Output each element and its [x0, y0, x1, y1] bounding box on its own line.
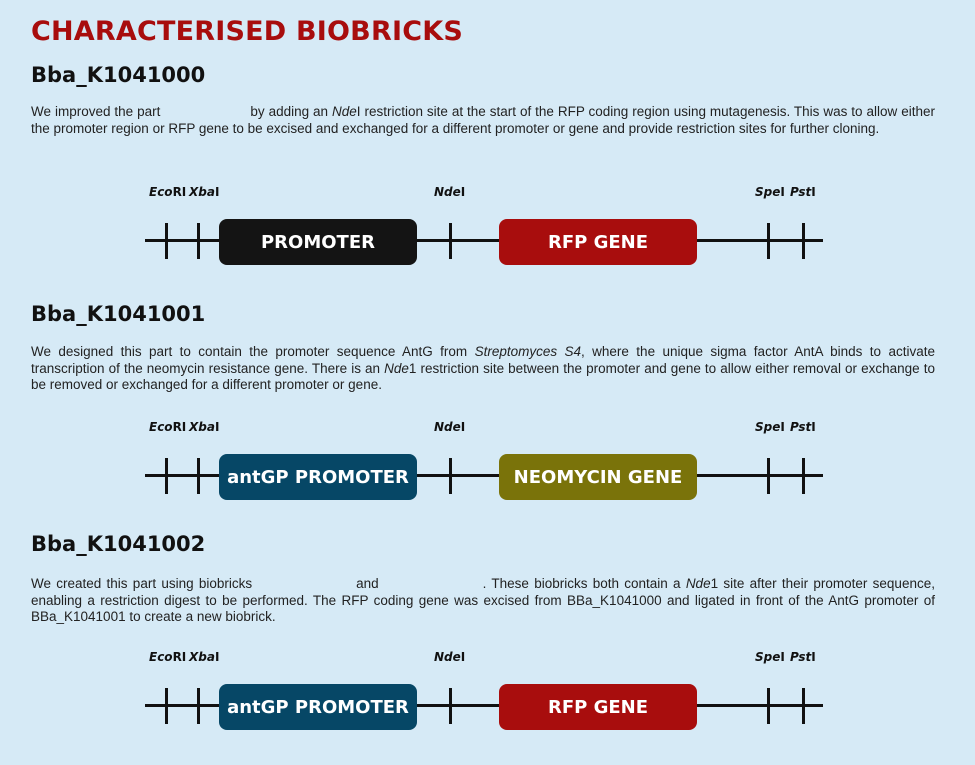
tick-ecori	[165, 688, 168, 724]
tick-spei	[767, 688, 770, 724]
desc-3-part-c: 1 site after their promoter sequence, en…	[31, 576, 935, 624]
page-title: CHARACTERISED BIOBRICKS	[31, 16, 463, 47]
desc-2-species: Streptomyces S4	[474, 344, 581, 359]
tick-psti	[802, 688, 805, 724]
site-label-ndei: NdeI	[434, 420, 466, 434]
site-label-ecori: EcoRI	[149, 650, 187, 664]
tick-xbai	[197, 223, 200, 259]
section-description-3: We created this part using biobricks and.…	[31, 576, 935, 626]
tick-xbai	[197, 458, 200, 494]
section-title-1: Bba_K1041000	[31, 63, 206, 87]
desc-2-nde: Nde	[384, 360, 409, 376]
tick-spei	[767, 223, 770, 259]
desc-3-part-a: We created this part using biobricks	[31, 576, 253, 591]
construct-diagram-3: EcoRI XbaI NdeI SpeI PstI antGP PROMOTER…	[140, 650, 830, 750]
site-label-psti: PstI	[790, 650, 816, 664]
tick-xbai	[197, 688, 200, 724]
site-label-xbai: XbaI	[189, 650, 220, 664]
promoter-box: antGP PROMOTER	[219, 454, 417, 500]
promoter-box: PROMOTER	[219, 219, 417, 265]
desc-3-and: and	[356, 576, 379, 591]
section-title-3: Bba_K1041002	[31, 532, 206, 556]
tick-ndei	[449, 223, 452, 259]
site-label-xbai: XbaI	[189, 185, 220, 199]
dna-backbone	[145, 474, 823, 477]
site-label-spei: SpeI	[755, 185, 785, 199]
tick-ndei	[449, 458, 452, 494]
desc-1-part-a: We improved the part	[31, 104, 161, 119]
tick-psti	[802, 458, 805, 494]
gene-box: RFP GENE	[499, 684, 697, 730]
desc-3-part-b: . These biobricks both contain a	[482, 576, 681, 591]
site-label-spei: SpeI	[755, 650, 785, 664]
site-label-ndei: NdeI	[434, 650, 466, 664]
desc-1-part-b: by adding an	[250, 104, 329, 119]
promoter-box: antGP PROMOTER	[219, 684, 417, 730]
section-description-2: We designed this part to contain the pro…	[31, 344, 935, 394]
construct-diagram-2: EcoRI XbaI NdeI SpeI PstI antGP PROMOTER…	[140, 420, 830, 520]
site-label-spei: SpeI	[755, 420, 785, 434]
desc-2-part-a: We designed this part to contain the pro…	[31, 344, 468, 359]
tick-spei	[767, 458, 770, 494]
tick-ecori	[165, 223, 168, 259]
tick-ecori	[165, 458, 168, 494]
desc-2-part-c: 1 restriction site between the promoter …	[31, 360, 935, 393]
gene-box: NEOMYCIN GENE	[499, 454, 697, 500]
tick-psti	[802, 223, 805, 259]
site-label-xbai: XbaI	[189, 420, 220, 434]
dna-backbone	[145, 239, 823, 242]
site-label-ecori: EcoRI	[149, 420, 187, 434]
desc-1-part-c: I restriction site at the start of the R…	[31, 104, 935, 136]
section-title-2: Bba_K1041001	[31, 302, 206, 326]
tick-ndei	[449, 688, 452, 724]
site-label-psti: PstI	[790, 420, 816, 434]
site-label-ecori: EcoRI	[149, 185, 187, 199]
dna-backbone	[145, 704, 823, 707]
construct-diagram-1: EcoRI XbaI NdeI SpeI PstI PROMOTER RFP G…	[140, 185, 830, 285]
site-label-psti: PstI	[790, 185, 816, 199]
site-label-ndei: NdeI	[434, 185, 466, 199]
desc-3-nde: Nde	[685, 576, 711, 591]
section-description-1: We improved the part by adding an NdeI re…	[31, 104, 935, 137]
desc-2-part-b: , where the unique sigma factor AntA bin…	[31, 344, 935, 376]
desc-1-nde: Nde	[332, 104, 357, 119]
gene-box: RFP GENE	[499, 219, 697, 265]
